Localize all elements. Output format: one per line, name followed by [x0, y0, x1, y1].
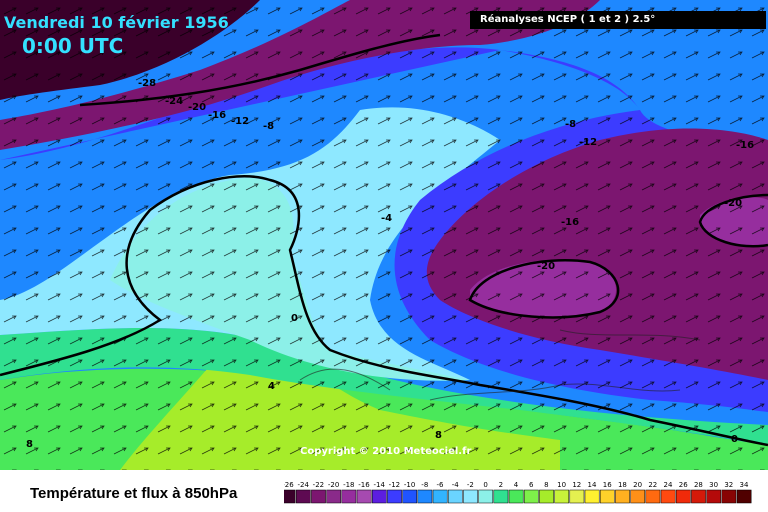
contour-label: -8 — [565, 119, 576, 130]
legend-swatch — [493, 489, 509, 504]
legend-tick-label: 24 — [664, 481, 673, 489]
legend-tick-label: 0 — [483, 481, 487, 489]
contour-label: 4 — [268, 381, 275, 392]
legend-swatch — [311, 489, 326, 504]
legend-swatch — [284, 489, 296, 504]
legend-swatch — [554, 489, 570, 504]
legend-swatch — [387, 489, 402, 504]
legend-tick-label: -18 — [343, 481, 354, 489]
legend-swatch — [432, 489, 448, 504]
map-date: Vendredi 10 février 1956 — [4, 13, 229, 32]
legend-tick-label: 32 — [724, 481, 733, 489]
legend-swatch — [341, 489, 357, 504]
legend-tick-label: -12 — [389, 481, 400, 489]
legend-swatch — [356, 489, 372, 504]
legend-swatch — [569, 489, 585, 504]
map-time: 0:00 UTC — [22, 34, 124, 58]
legend-swatch — [721, 489, 737, 504]
legend-swatch — [508, 489, 524, 504]
legend-tick-label: -2 — [467, 481, 474, 489]
legend-swatch — [599, 489, 615, 504]
legend-swatch — [615, 489, 630, 504]
legend-tick-label: -14 — [373, 481, 385, 489]
temperature-map: -28 -24 -20 -16 -12 -8 -4 0 4 -8 -12 -16… — [0, 0, 768, 470]
legend-swatch — [584, 489, 600, 504]
legend-swatch — [660, 489, 676, 504]
legend-tick-label: 22 — [648, 481, 657, 489]
legend-swatch — [706, 489, 722, 504]
data-source-label: Réanalyses NCEP ( 1 et 2 ) 2.5° — [470, 11, 766, 29]
legend-tick-label: -20 — [328, 481, 339, 489]
copyright-text: Copyright © 2010 Meteociel.fr — [300, 446, 472, 457]
legend-tick-label: 34 — [740, 481, 749, 489]
legend-swatch — [539, 489, 554, 504]
contour-label: 8 — [26, 439, 33, 450]
legend-tick-label: 30 — [709, 481, 718, 489]
contour-label: 0 — [731, 434, 738, 445]
legend-swatch — [736, 489, 752, 504]
legend-swatch — [326, 489, 342, 504]
legend-tick-label: -16 — [358, 481, 370, 489]
legend-tick-label: 14 — [588, 481, 597, 489]
legend-tick-label: 10 — [557, 481, 566, 489]
legend-tick-label: 16 — [603, 481, 612, 489]
contour-label: -24 — [165, 96, 183, 107]
contour-labels: -28 -24 -20 -16 -12 -8 -4 0 4 -8 -12 -16… — [26, 78, 754, 450]
legend-tick-label: 6 — [529, 481, 534, 489]
legend-swatch — [447, 489, 463, 504]
legend-tick-label: 28 — [694, 481, 703, 489]
legend-swatch — [675, 489, 691, 504]
legend-tick-label: 26 — [679, 481, 688, 489]
legend-swatch — [463, 489, 478, 504]
contour-label: -16 — [736, 140, 754, 151]
legend-tick-label: -10 — [404, 481, 415, 489]
contour-label: 8 — [435, 430, 442, 441]
legend-swatch — [478, 489, 494, 504]
contour-label: -16 — [561, 217, 579, 228]
temperature-legend: -26-24-22-20-18-16-14-12-10-8-6-4-202468… — [284, 481, 752, 504]
legend-swatch — [417, 489, 433, 504]
legend-tick-label: 18 — [618, 481, 627, 489]
legend-tick-label: 2 — [499, 481, 503, 489]
legend-tick-label: 12 — [572, 481, 581, 489]
legend-tick-label: -8 — [421, 481, 428, 489]
contour-label: -12 — [231, 116, 249, 127]
legend-tick-label: -6 — [437, 481, 445, 489]
legend-swatch — [371, 489, 387, 504]
legend-swatch — [295, 489, 311, 504]
wind-arrows — [0, 0, 768, 470]
legend-tick-label: 8 — [544, 481, 548, 489]
legend-tick-label: -4 — [452, 481, 460, 489]
contour-label: 0 — [291, 313, 298, 324]
contour-label: -12 — [579, 137, 597, 148]
legend-swatch — [630, 489, 646, 504]
legend-swatch — [645, 489, 661, 504]
contour-label: -20 — [724, 198, 742, 209]
contour-label: -20 — [537, 261, 555, 272]
contour-label: -8 — [263, 121, 274, 132]
contour-label: -16 — [208, 110, 226, 121]
legend-swatch — [402, 489, 418, 504]
legend-tick-label: -22 — [313, 481, 324, 489]
legend-swatch — [691, 489, 706, 504]
legend-tick-label: 20 — [633, 481, 642, 489]
contour-label: -28 — [138, 78, 156, 89]
footer-title: Température et flux à 850hPa — [30, 485, 238, 502]
legend-tick-label: 4 — [514, 481, 519, 489]
contour-label: -20 — [188, 102, 206, 113]
legend-swatch — [523, 489, 539, 504]
legend-tick-label: -26 — [284, 481, 294, 489]
legend-tick-label: -24 — [297, 481, 309, 489]
contour-label: -4 — [381, 213, 392, 224]
